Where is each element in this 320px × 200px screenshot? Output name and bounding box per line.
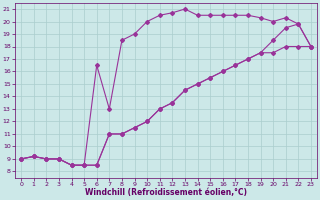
X-axis label: Windchill (Refroidissement éolien,°C): Windchill (Refroidissement éolien,°C) <box>85 188 247 197</box>
